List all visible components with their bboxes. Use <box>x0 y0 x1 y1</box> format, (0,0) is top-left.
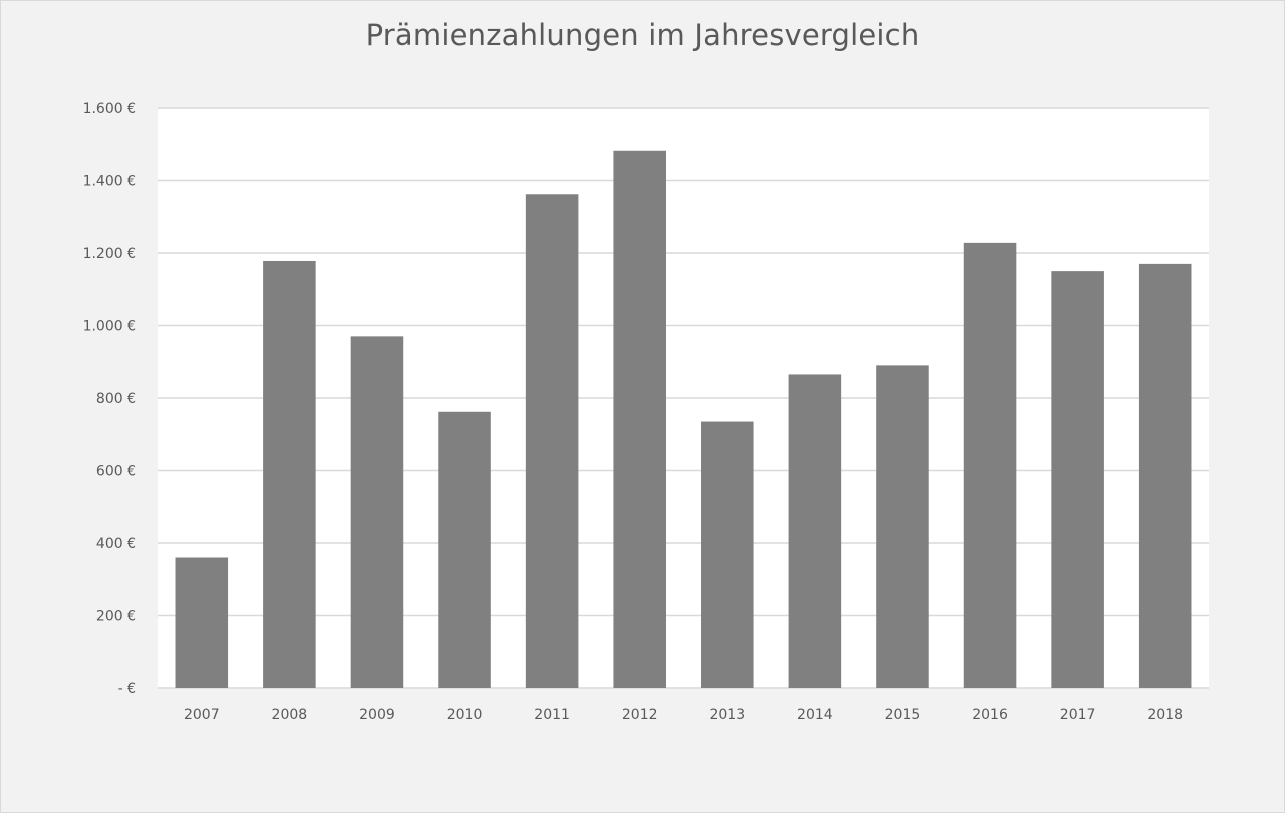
gridlines <box>158 107 1209 689</box>
bar-2007 <box>175 557 229 688</box>
bar-2013 <box>701 421 754 688</box>
bar-2010 <box>438 411 491 688</box>
bars <box>175 150 1192 688</box>
x-tick-label: 2018 <box>1147 707 1183 723</box>
x-tick-label: 2017 <box>1060 707 1096 723</box>
y-axis-ticks: - € 200 € 400 € 600 € 800 € 1.000 € 1.200 € 1.4… <box>83 101 136 697</box>
bar-2008 <box>263 260 316 688</box>
bar-2017 <box>1051 271 1104 688</box>
bar-2009 <box>350 336 404 688</box>
x-tick-label: 2013 <box>709 707 745 723</box>
y-tick-label: 1.000 € <box>83 319 136 335</box>
bar-2016 <box>963 242 1017 688</box>
x-tick-label: 2015 <box>885 707 921 723</box>
x-tick-label: 2008 <box>272 707 308 723</box>
y-tick-label: 600 € <box>96 464 136 480</box>
y-tick-label: 1.600 € <box>83 101 136 117</box>
y-tick-label: 200 € <box>96 609 136 625</box>
x-tick-label: 2009 <box>359 707 395 723</box>
x-tick-label: 2011 <box>534 707 570 723</box>
y-tick-label: 1.400 € <box>83 174 136 190</box>
x-tick-label: 2007 <box>184 707 220 723</box>
x-tick-label: 2016 <box>972 707 1008 723</box>
bar-2011 <box>525 194 579 688</box>
x-axis-ticks: 2007 2008 2009 2010 2011 2012 2013 2014 2015 2016… <box>184 707 1183 723</box>
x-tick-label: 2014 <box>797 707 833 723</box>
y-tick-label: 800 € <box>96 391 136 407</box>
bar-2015 <box>876 365 929 688</box>
bar-2018 <box>1138 263 1192 688</box>
chart-title: Prämienzahlungen im Jahresvergleich <box>365 18 920 52</box>
y-tick-label: 400 € <box>96 536 136 552</box>
y-tick-label: - € <box>118 681 136 697</box>
x-tick-label: 2012 <box>622 707 658 723</box>
bar-2014 <box>788 374 842 688</box>
x-tick-label: 2010 <box>447 707 483 723</box>
y-tick-label: 1.200 € <box>83 246 136 262</box>
bar-2012 <box>613 150 666 688</box>
